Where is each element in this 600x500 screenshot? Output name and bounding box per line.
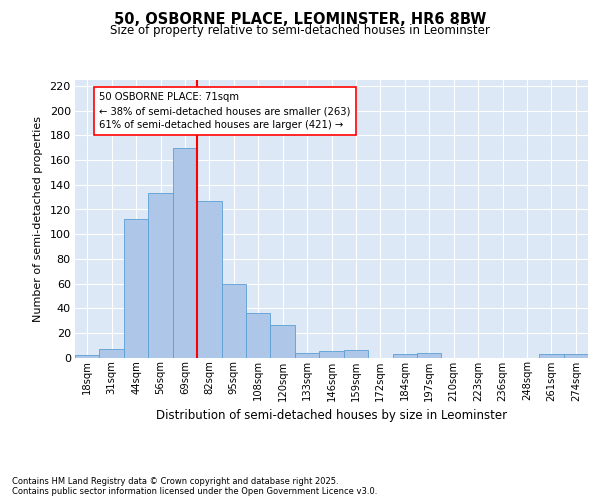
Text: Contains HM Land Registry data © Crown copyright and database right 2025.
Contai: Contains HM Land Registry data © Crown c… bbox=[12, 476, 377, 496]
Bar bbox=[295, 352, 319, 358]
Bar bbox=[221, 284, 246, 358]
Bar bbox=[319, 352, 344, 358]
Bar bbox=[75, 355, 100, 358]
Bar bbox=[539, 354, 563, 358]
Bar bbox=[417, 352, 442, 358]
Bar bbox=[563, 354, 588, 358]
Bar bbox=[148, 194, 173, 358]
X-axis label: Distribution of semi-detached houses by size in Leominster: Distribution of semi-detached houses by … bbox=[156, 409, 507, 422]
Bar bbox=[173, 148, 197, 358]
Bar bbox=[124, 220, 148, 358]
Bar bbox=[246, 313, 271, 358]
Bar bbox=[392, 354, 417, 358]
Text: 50 OSBORNE PLACE: 71sqm
← 38% of semi-detached houses are smaller (263)
61% of s: 50 OSBORNE PLACE: 71sqm ← 38% of semi-de… bbox=[100, 92, 351, 130]
Bar bbox=[197, 201, 221, 358]
Y-axis label: Number of semi-detached properties: Number of semi-detached properties bbox=[32, 116, 43, 322]
Bar bbox=[344, 350, 368, 358]
Text: 50, OSBORNE PLACE, LEOMINSTER, HR6 8BW: 50, OSBORNE PLACE, LEOMINSTER, HR6 8BW bbox=[114, 12, 486, 28]
Bar bbox=[100, 349, 124, 358]
Bar bbox=[271, 326, 295, 358]
Text: Size of property relative to semi-detached houses in Leominster: Size of property relative to semi-detach… bbox=[110, 24, 490, 37]
